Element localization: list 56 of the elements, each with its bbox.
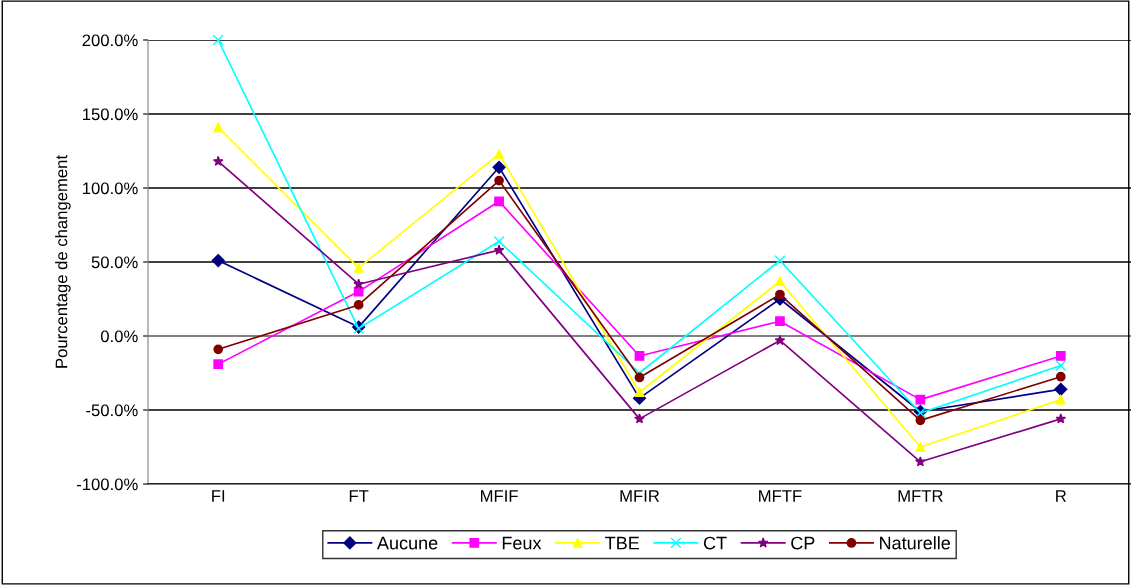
point [212,34,224,46]
point [494,196,504,207]
point [1055,413,1067,424]
y-tick-label: 100.0% [83,182,138,195]
point [353,278,364,289]
x-tick-label: FI [212,490,225,502]
point [492,160,506,174]
point [493,244,505,255]
y-tick-label: -100.0% [76,478,138,491]
x-tick-label: FT [349,490,369,502]
y-tick-label: 50.0% [91,256,138,269]
x-tick-label: MFIR [620,490,660,502]
point [915,394,926,405]
point [774,334,786,346]
y-tick-label: -50.0% [86,404,138,417]
point [353,300,364,310]
legend-label: Naturelle [880,536,951,550]
point [634,351,645,361]
y-tick-label: 200.0% [82,34,138,47]
point [1055,371,1066,382]
point [915,415,926,426]
point [634,372,645,383]
point [775,316,785,327]
point [213,344,224,355]
point [493,235,505,247]
point [212,155,224,166]
point [353,286,364,297]
legend-label: Feux [502,536,542,550]
x-tick-label: MFIF [481,490,518,502]
point [634,387,645,398]
legend-label: CT [703,536,727,550]
x-tick-label: MFTR [898,490,943,502]
y-tick-label: 150.0% [83,108,138,121]
point [1055,351,1066,361]
point [494,149,504,159]
legend-label: CP [791,536,815,550]
legend-label: Aucune [376,536,438,550]
y-tick-label: 0.0% [100,330,138,343]
point [915,442,926,452]
x-tick-label: R [1056,490,1067,502]
point [213,122,224,133]
point [213,359,224,369]
point [775,289,785,300]
point [774,254,786,267]
point [494,175,504,186]
point [634,413,645,424]
legend-label: TBE [605,536,640,550]
point [1055,360,1067,372]
x-tick-label: MFTF [759,490,802,502]
point [211,253,225,268]
point [1055,394,1066,405]
point [915,456,926,467]
point [775,276,785,287]
point [353,263,364,273]
point [1054,382,1068,396]
y-axis-title: Pourcentage de changement [55,155,71,368]
